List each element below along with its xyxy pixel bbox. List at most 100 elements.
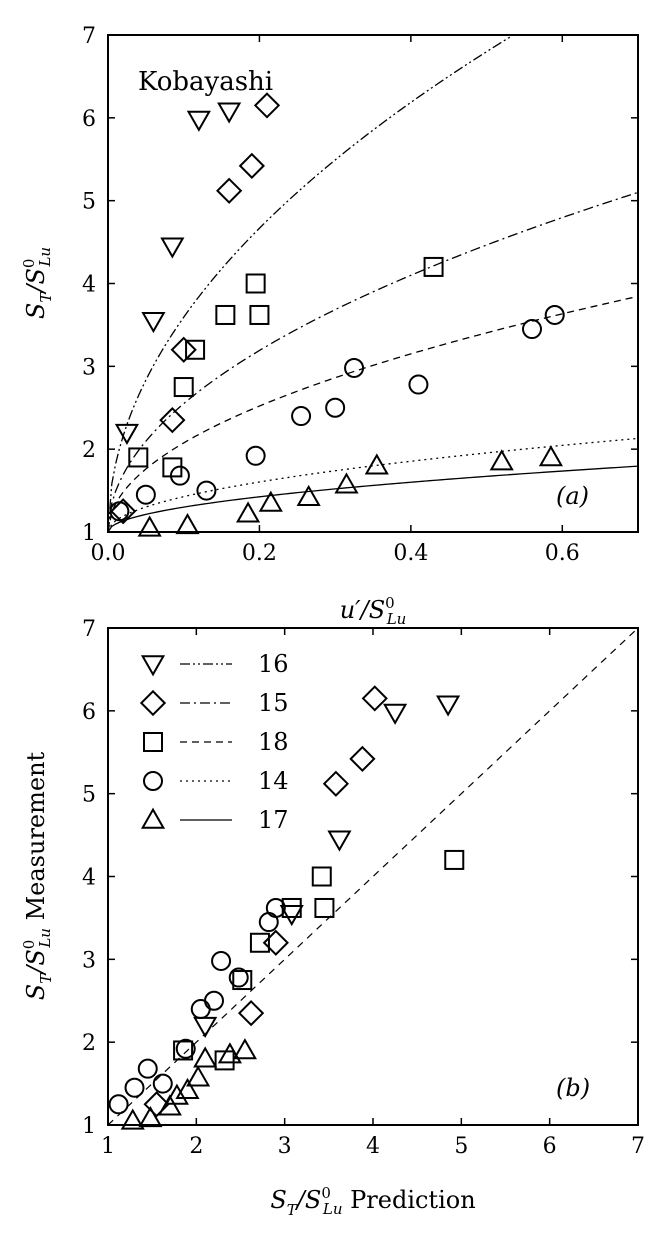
point-14-circle — [169, 465, 190, 486]
legend-marker-square — [143, 732, 163, 752]
legend-marker-triangle-up — [140, 807, 166, 829]
point-14-circle — [190, 999, 211, 1020]
point-16-triangle-down — [141, 312, 166, 334]
point-14-circle — [135, 484, 156, 505]
point-17-triangle-up — [137, 515, 162, 537]
point-14-circle — [196, 480, 217, 501]
legend-label: 18 — [258, 728, 289, 756]
panel-a-xtick-label: 0.2 — [242, 541, 277, 566]
point-17-triangle-up — [334, 472, 359, 494]
point-14-circle — [544, 304, 565, 325]
legend: 16 15 18 14 17 — [139, 650, 289, 834]
point-17-triangle-up — [157, 1094, 182, 1116]
point-17-triangle-up — [232, 1038, 257, 1060]
point-15-diamond — [238, 152, 265, 179]
panel-a: 0.0 0.2 0.4 0.6 1 2 3 4 5 6 7 Kobayashi (a) u′/S0 L… — [20, 24, 639, 628]
panel-b-tag: (b) — [556, 1074, 590, 1102]
curve-17 — [108, 465, 638, 532]
point-15-diamond — [159, 407, 186, 434]
panel-b-ytick-label: 7 — [82, 617, 96, 642]
point-14-circle — [265, 897, 286, 918]
panel-a-ylabel: ST/S0Lu — [20, 247, 55, 319]
panel-b-ytick-label: 6 — [82, 700, 96, 725]
legend-label: 16 — [258, 650, 289, 678]
panel-b-xtick-label: 3 — [278, 1134, 292, 1159]
legend-item-17: 17 — [140, 806, 289, 834]
legend-marker-diamond — [139, 689, 167, 717]
legend-label: 17 — [258, 806, 289, 834]
point-14-circle — [522, 319, 542, 340]
panel-a-xtick-label: 0.4 — [393, 541, 428, 566]
point-16-triangle-down — [186, 110, 211, 132]
point-18-square — [245, 273, 266, 294]
legend-marker-circle — [143, 771, 163, 791]
point-17-triangle-up — [175, 1077, 200, 1099]
point-17-triangle-up — [258, 490, 283, 512]
panel-a-ytick-label: 4 — [82, 273, 96, 298]
point-18-square — [232, 970, 253, 991]
panel-a-xtick-label: 0.0 — [91, 541, 126, 566]
point-14-circle — [137, 1058, 158, 1079]
point-18-square — [185, 339, 206, 360]
point-14-circle — [228, 967, 249, 988]
point-18-square — [173, 1040, 194, 1061]
panel-b: 1 2 3 4 5 6 7 1 2 3 4 5 6 7 16 15 18 14 17 (b) ST/S0 Lu Pr… — [20, 617, 645, 1219]
point-17-triangle-up — [175, 513, 200, 535]
curve-14 — [108, 437, 638, 532]
point-14-circle — [152, 1073, 173, 1094]
point-17-triangle-up — [164, 1083, 189, 1105]
point-18-square — [423, 256, 444, 277]
point-15-diamond — [110, 498, 137, 525]
panel-b-ytick-label: 4 — [82, 866, 96, 891]
legend-item-18: 18 — [143, 728, 289, 756]
point-16-triangle-down — [217, 102, 242, 124]
legend-item-14: 14 — [143, 767, 289, 795]
point-15-diamond — [143, 1091, 170, 1118]
panel-b-xtick-label: 1 — [101, 1134, 115, 1159]
panel-b-ytick-label: 5 — [82, 783, 96, 808]
point-16-triangle-down — [114, 423, 140, 445]
point-14-circle — [245, 445, 266, 466]
panel-a-xlabel: u′/S0 Lu — [340, 594, 407, 628]
point-17-triangle-up — [296, 484, 321, 506]
point-17-triangle-up — [538, 445, 564, 467]
point-18-square — [249, 304, 270, 325]
panel-a-frame — [107, 34, 639, 533]
curve-18 — [108, 295, 638, 532]
kobayashi-label: Kobayashi — [138, 67, 273, 97]
legend-item-16: 16 — [140, 650, 289, 678]
point-18-square — [128, 447, 149, 468]
panel-a-ytick-label: 7 — [82, 24, 96, 49]
point-15-diamond — [322, 770, 350, 797]
panel-a-tag: (a) — [556, 482, 589, 510]
point-18-square — [214, 1050, 235, 1071]
legend-item-15: 15 — [139, 689, 289, 717]
panel-b-xtick-label: 6 — [543, 1134, 557, 1159]
point-18-square — [281, 897, 302, 918]
point-14-circle — [109, 501, 130, 522]
point-14-circle — [408, 374, 429, 395]
panel-a-ytick-label: 5 — [82, 190, 96, 215]
panel-b-xtick-label: 5 — [454, 1134, 468, 1159]
point-16-triangle-down — [383, 703, 408, 725]
point-14-circle — [258, 912, 279, 933]
panel-a-ytick-label: 3 — [82, 355, 96, 380]
panel-a-ticks: 0.0 0.2 0.4 0.6 1 2 3 4 5 6 7 — [82, 24, 638, 566]
point-14-circle — [204, 990, 224, 1011]
point-16-triangle-down — [327, 830, 352, 852]
point-14-circle — [108, 1094, 129, 1115]
point-17-triangle-up — [489, 449, 514, 471]
point-15-diamond — [361, 685, 388, 712]
point-14-circle — [175, 1038, 196, 1059]
panel-a-data-points — [109, 92, 565, 537]
point-18-square — [311, 866, 332, 887]
curve-15 — [108, 191, 638, 532]
panel-b-xtick-label: 7 — [631, 1134, 645, 1159]
panel-b-xlabel: ST/S0 Lu Prediction — [270, 1184, 475, 1219]
point-18-square — [444, 849, 465, 870]
point-15-diamond — [253, 92, 281, 119]
panel-b-identity-line — [108, 628, 638, 1125]
point-17-triangle-up — [138, 1106, 163, 1128]
point-14-circle — [211, 950, 232, 971]
